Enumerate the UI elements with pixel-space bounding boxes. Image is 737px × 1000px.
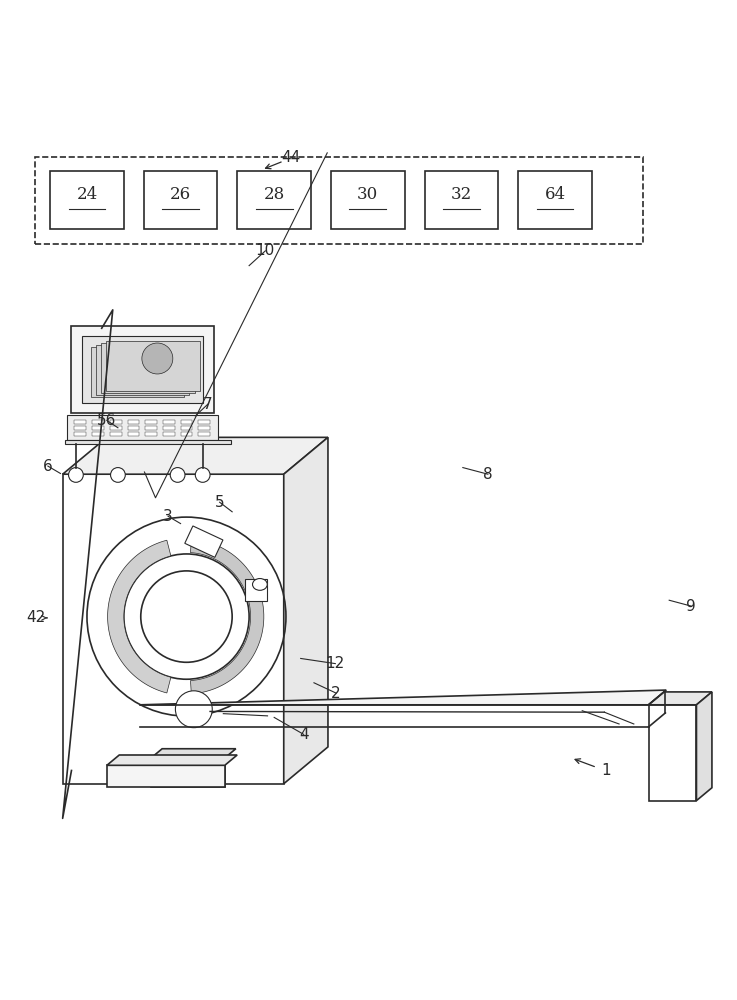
Circle shape xyxy=(69,468,83,482)
Bar xyxy=(331,171,405,229)
Bar xyxy=(145,420,157,424)
Polygon shape xyxy=(649,692,712,705)
Circle shape xyxy=(175,691,212,728)
Text: 2: 2 xyxy=(331,686,341,701)
Text: 42: 42 xyxy=(26,610,45,625)
Bar xyxy=(106,341,200,391)
Circle shape xyxy=(195,468,210,482)
Text: 28: 28 xyxy=(264,186,284,203)
Polygon shape xyxy=(151,749,236,758)
Bar xyxy=(110,432,122,436)
Bar xyxy=(145,426,157,430)
Bar xyxy=(425,171,498,229)
Circle shape xyxy=(111,468,125,482)
Bar xyxy=(67,415,218,440)
Bar xyxy=(128,432,139,436)
Text: 6: 6 xyxy=(43,459,53,474)
Text: 9: 9 xyxy=(686,599,696,614)
Bar xyxy=(198,432,210,436)
Polygon shape xyxy=(284,437,328,784)
Bar xyxy=(92,420,104,424)
Text: 44: 44 xyxy=(282,150,301,165)
Bar xyxy=(181,420,192,424)
Bar xyxy=(518,171,592,229)
Circle shape xyxy=(170,468,185,482)
Text: 7: 7 xyxy=(203,397,213,412)
Text: 30: 30 xyxy=(357,186,378,203)
Text: 32: 32 xyxy=(451,186,472,203)
Ellipse shape xyxy=(253,579,268,590)
Polygon shape xyxy=(107,755,237,765)
Bar xyxy=(74,426,86,430)
Bar xyxy=(145,432,157,436)
Text: 5: 5 xyxy=(214,495,225,510)
Bar xyxy=(107,765,225,787)
Bar xyxy=(128,420,139,424)
Bar xyxy=(96,345,189,395)
Text: 3: 3 xyxy=(163,509,173,524)
Bar xyxy=(185,526,223,557)
Bar xyxy=(181,432,192,436)
Bar xyxy=(163,432,175,436)
Polygon shape xyxy=(190,539,264,694)
Text: 12: 12 xyxy=(326,656,345,671)
Bar xyxy=(198,426,210,430)
Text: 10: 10 xyxy=(256,243,275,258)
Text: 26: 26 xyxy=(170,186,191,203)
Bar xyxy=(82,336,203,403)
Bar xyxy=(74,432,86,436)
Bar xyxy=(144,171,217,229)
Text: 8: 8 xyxy=(483,467,493,482)
Bar xyxy=(91,347,184,397)
Text: 1: 1 xyxy=(601,763,611,778)
Bar xyxy=(198,420,210,424)
Bar xyxy=(181,426,192,430)
Bar xyxy=(92,432,104,436)
Text: 56: 56 xyxy=(97,413,116,428)
Bar xyxy=(163,426,175,430)
Text: 64: 64 xyxy=(545,186,565,203)
Polygon shape xyxy=(108,540,171,693)
Text: 24: 24 xyxy=(77,186,97,203)
Bar xyxy=(50,171,124,229)
Bar xyxy=(110,426,122,430)
Bar xyxy=(110,420,122,424)
Bar xyxy=(649,705,696,801)
Bar xyxy=(101,343,195,393)
Bar xyxy=(71,326,214,413)
Text: 4: 4 xyxy=(298,727,309,742)
Polygon shape xyxy=(63,437,328,474)
Polygon shape xyxy=(696,692,712,801)
Bar xyxy=(92,426,104,430)
Bar xyxy=(63,474,284,784)
Bar xyxy=(163,420,175,424)
Bar xyxy=(237,171,311,229)
Bar xyxy=(128,426,139,430)
Bar xyxy=(35,157,643,244)
Bar xyxy=(151,758,225,787)
Polygon shape xyxy=(140,690,666,705)
Bar xyxy=(74,420,86,424)
Circle shape xyxy=(142,343,172,374)
Bar xyxy=(65,440,231,444)
Bar xyxy=(245,579,268,601)
